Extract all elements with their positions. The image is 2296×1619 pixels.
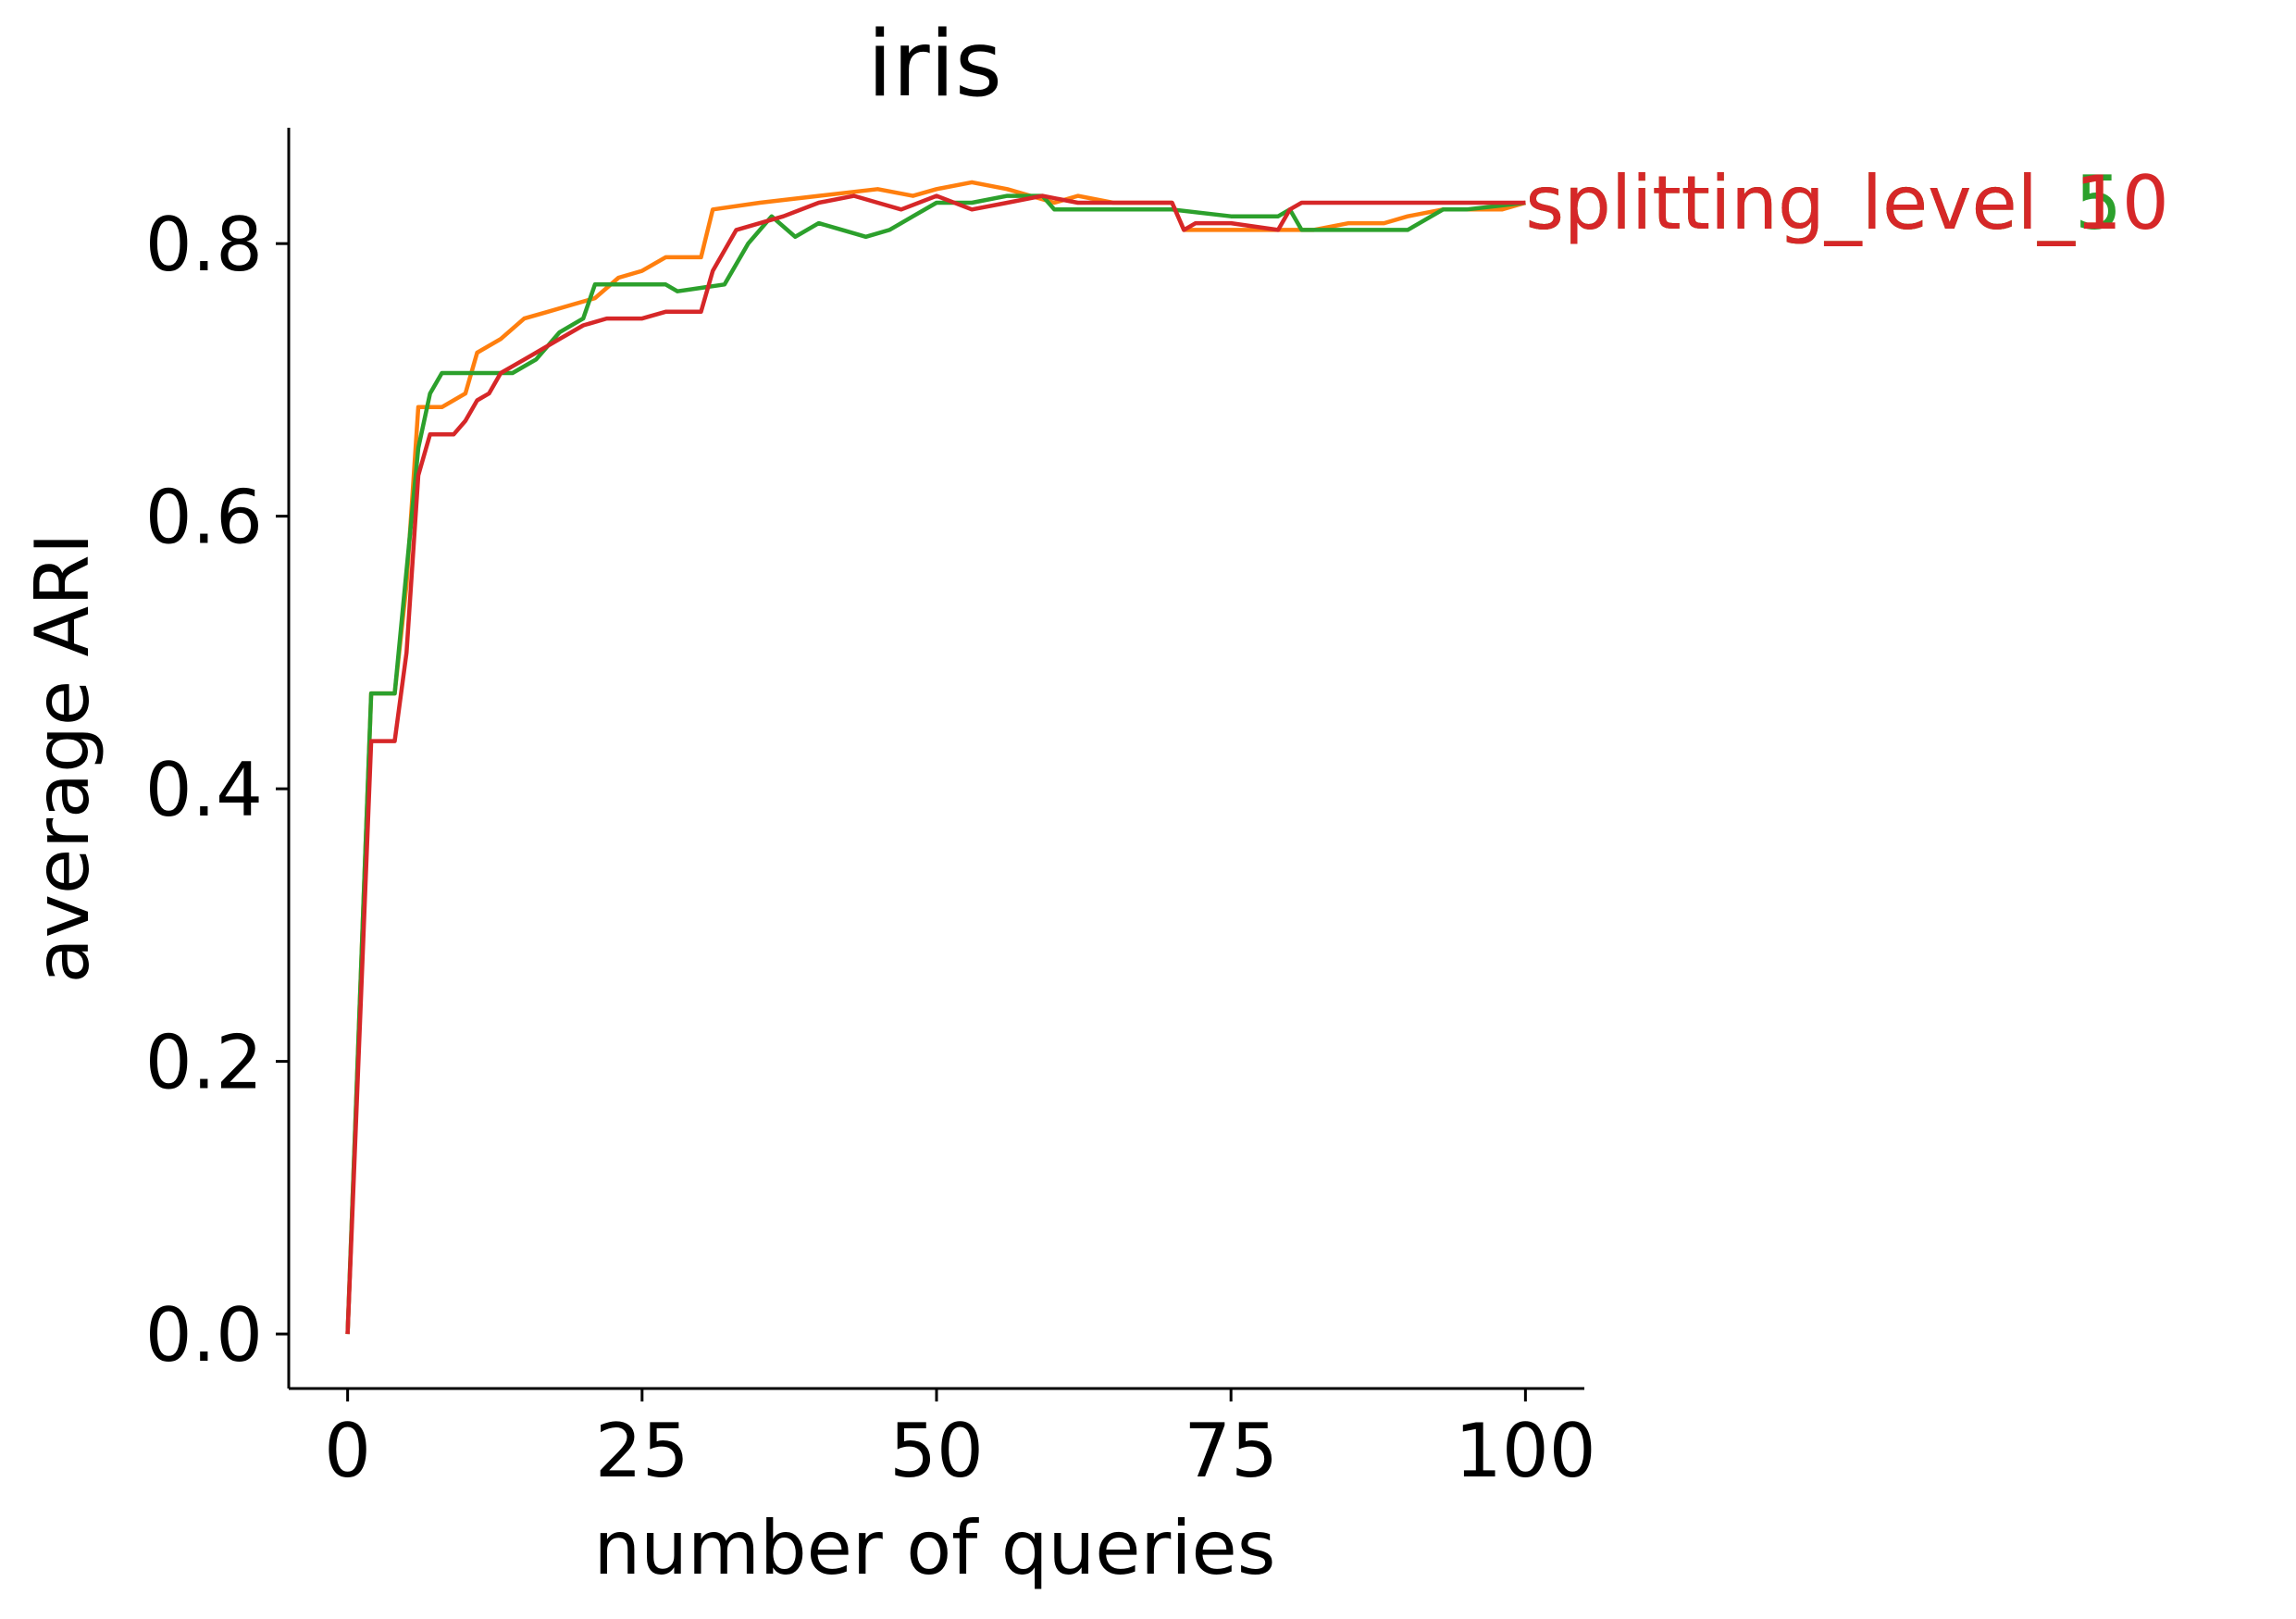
series-line-splitting-level-1 <box>345 180 1527 1335</box>
x-tick-label-25: 25 <box>595 1408 689 1494</box>
x-tick-label-75: 75 <box>1184 1408 1278 1494</box>
series-label-splitting-level-5: splitting_level_5 <box>1525 160 2122 246</box>
y-tick-label-0-0: 0.0 <box>145 1292 263 1378</box>
y-tick-label-0-6: 0.6 <box>145 475 263 561</box>
y-axis-label: average ARI <box>19 533 105 984</box>
series-label-splitting-level-10: splitting_level_10 <box>1525 160 2168 246</box>
x-ticks: 0 25 50 75 100 <box>324 1389 1596 1494</box>
series-label-splitting-level-1: splitting_level_1 <box>1525 160 2122 246</box>
y-tick-label-0-2: 0.2 <box>145 1020 263 1106</box>
series-end-labels: splitting_level_1splitting_level_5splitt… <box>1525 160 2168 246</box>
x-tick-label-0: 0 <box>324 1408 371 1494</box>
y-tick-label-0-4: 0.4 <box>145 747 263 833</box>
series-line-splitting-level-5 <box>345 193 1526 1335</box>
y-ticks: 0.0 0.2 0.4 0.6 0.8 <box>145 202 289 1378</box>
x-tick-label-100: 100 <box>1455 1408 1596 1494</box>
x-axis-label: number of queries <box>594 1505 1276 1591</box>
series-layer <box>345 180 1527 1335</box>
series-line-splitting-level-10 <box>345 193 1526 1335</box>
chart-title: iris <box>867 12 1002 118</box>
y-tick-label-0-8: 0.8 <box>145 202 263 288</box>
x-tick-label-50: 50 <box>889 1408 984 1494</box>
